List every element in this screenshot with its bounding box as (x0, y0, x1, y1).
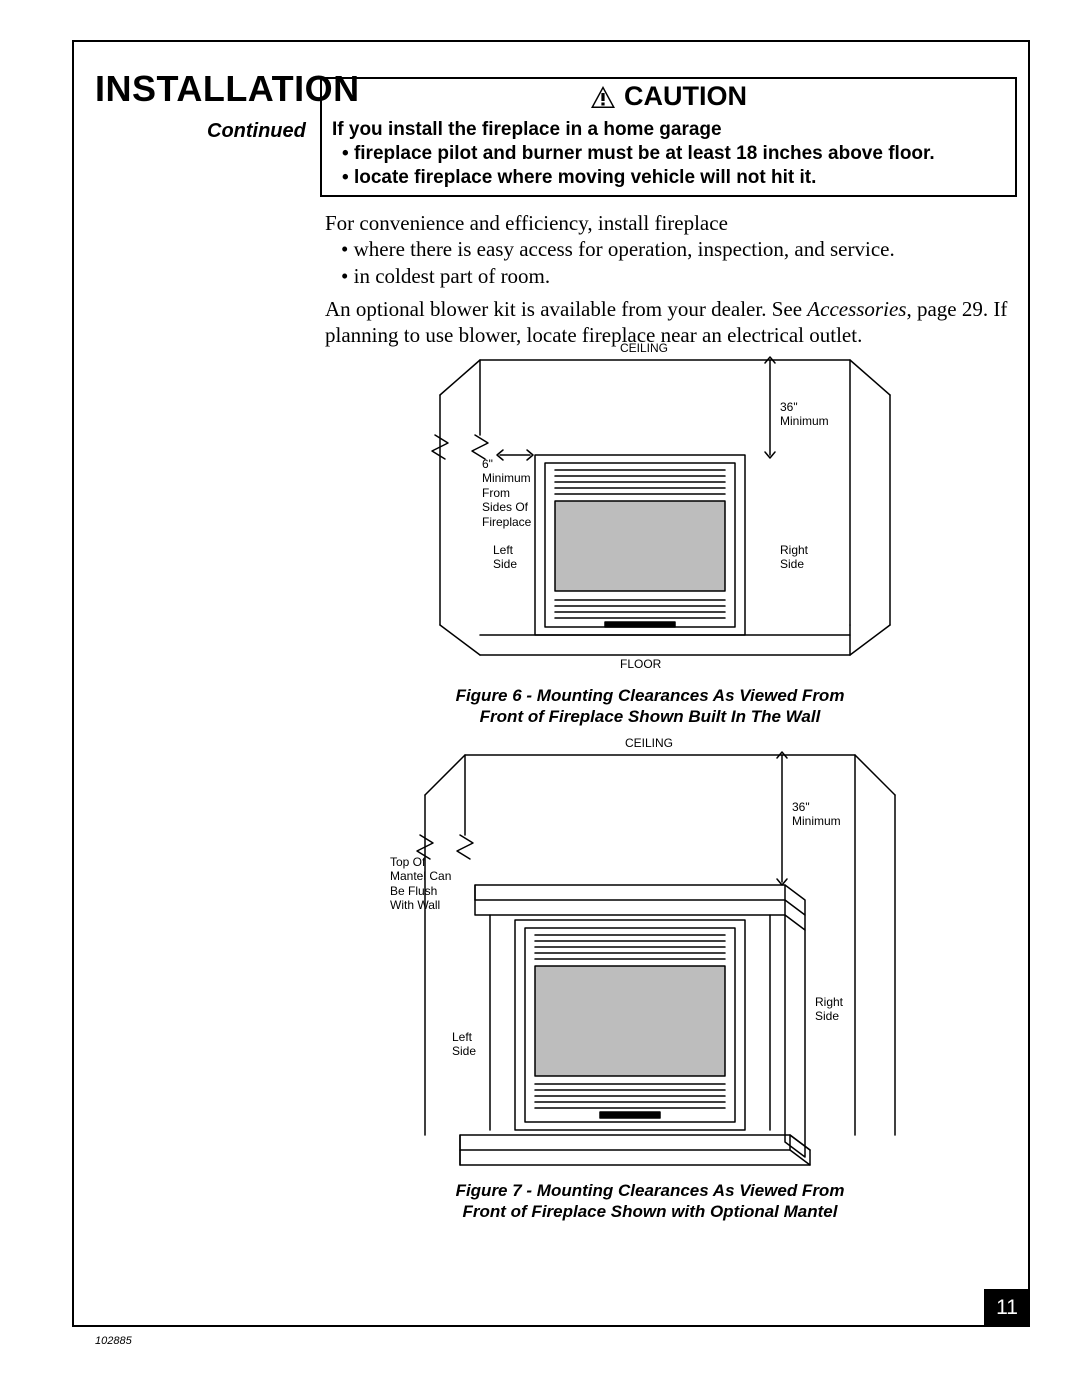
caution-bullet-2: • locate fireplace where moving vehicle … (332, 166, 1009, 190)
fig6-ceiling-label: CEILING (620, 341, 668, 355)
figure-6-svg (390, 345, 950, 675)
body-p1-bullet-1: • where there is easy access for operati… (325, 236, 1015, 262)
figure-7-caption: Figure 7 - Mounting Clearances As Viewed… (390, 1180, 910, 1223)
fig7-mantel-label: Top Of Mantel Can Be Flush With Wall (390, 855, 451, 913)
body-p1-bullet-1-text: where there is easy access for operation… (354, 237, 895, 261)
figure-6-caption-l2: Front of Fireplace Shown Built In The Wa… (480, 707, 821, 726)
fig6-left-label: Left Side (493, 543, 517, 572)
accessories-ref: Accessories (807, 297, 906, 321)
figure-7-svg (390, 740, 950, 1170)
fig7-36min-label: 36" Minimum (792, 800, 841, 829)
warning-icon (590, 85, 616, 109)
caution-header-text: CAUTION (624, 81, 747, 112)
page-number: 11 (984, 1289, 1030, 1327)
caution-bullet-2-text: locate fireplace where moving vehicle wi… (354, 167, 816, 188)
body-paragraph-1: For convenience and efficiency, install … (325, 210, 1015, 289)
figure-6: CEILING 36" Minimum 6" Minimum From Side… (390, 345, 950, 680)
body-p1-lead: For convenience and efficiency, install … (325, 210, 1015, 236)
caution-box: CAUTION If you install the fireplace in … (320, 77, 1017, 197)
fig7-ceiling-label: CEILING (625, 736, 673, 750)
body-p1-bullet-2-text: in coldest part of room. (354, 264, 551, 288)
fig7-left-label: Left Side (452, 1030, 476, 1059)
figure-7-caption-l2: Front of Fireplace Shown with Optional M… (463, 1202, 838, 1221)
caution-bullet-1-text: fireplace pilot and burner must be at le… (354, 143, 935, 164)
fig7-right-label: Right Side (815, 995, 843, 1024)
caution-body: If you install the fireplace in a home g… (322, 116, 1015, 195)
fig6-floor-label: FLOOR (620, 657, 661, 671)
figure-7-caption-l1: Figure 7 - Mounting Clearances As Viewed… (456, 1181, 845, 1200)
caution-lead: If you install the fireplace in a home g… (332, 118, 1009, 142)
figure-6-caption-l1: Figure 6 - Mounting Clearances As Viewed… (456, 686, 845, 705)
caution-header: CAUTION (322, 79, 1015, 116)
fig6-right-label: Right Side (780, 543, 808, 572)
fig6-36min-label: 36" Minimum (780, 400, 829, 429)
continued-label: Continued (207, 120, 306, 143)
body-paragraph-2: An optional blower kit is available from… (325, 296, 1015, 349)
fig6-sidemin-label: 6" Minimum From Sides Of Fireplace (482, 457, 531, 529)
body-p1-bullet-2: • in coldest part of room. (325, 263, 1015, 289)
figure-7: CEILING 36" Minimum Top Of Mantel Can Be… (390, 740, 950, 1175)
caution-bullet-1: • fireplace pilot and burner must be at … (332, 142, 1009, 166)
body-p2-a: An optional blower kit is available from… (325, 297, 807, 321)
doc-id: 102885 (95, 1335, 132, 1347)
figure-6-caption: Figure 6 - Mounting Clearances As Viewed… (390, 685, 910, 728)
